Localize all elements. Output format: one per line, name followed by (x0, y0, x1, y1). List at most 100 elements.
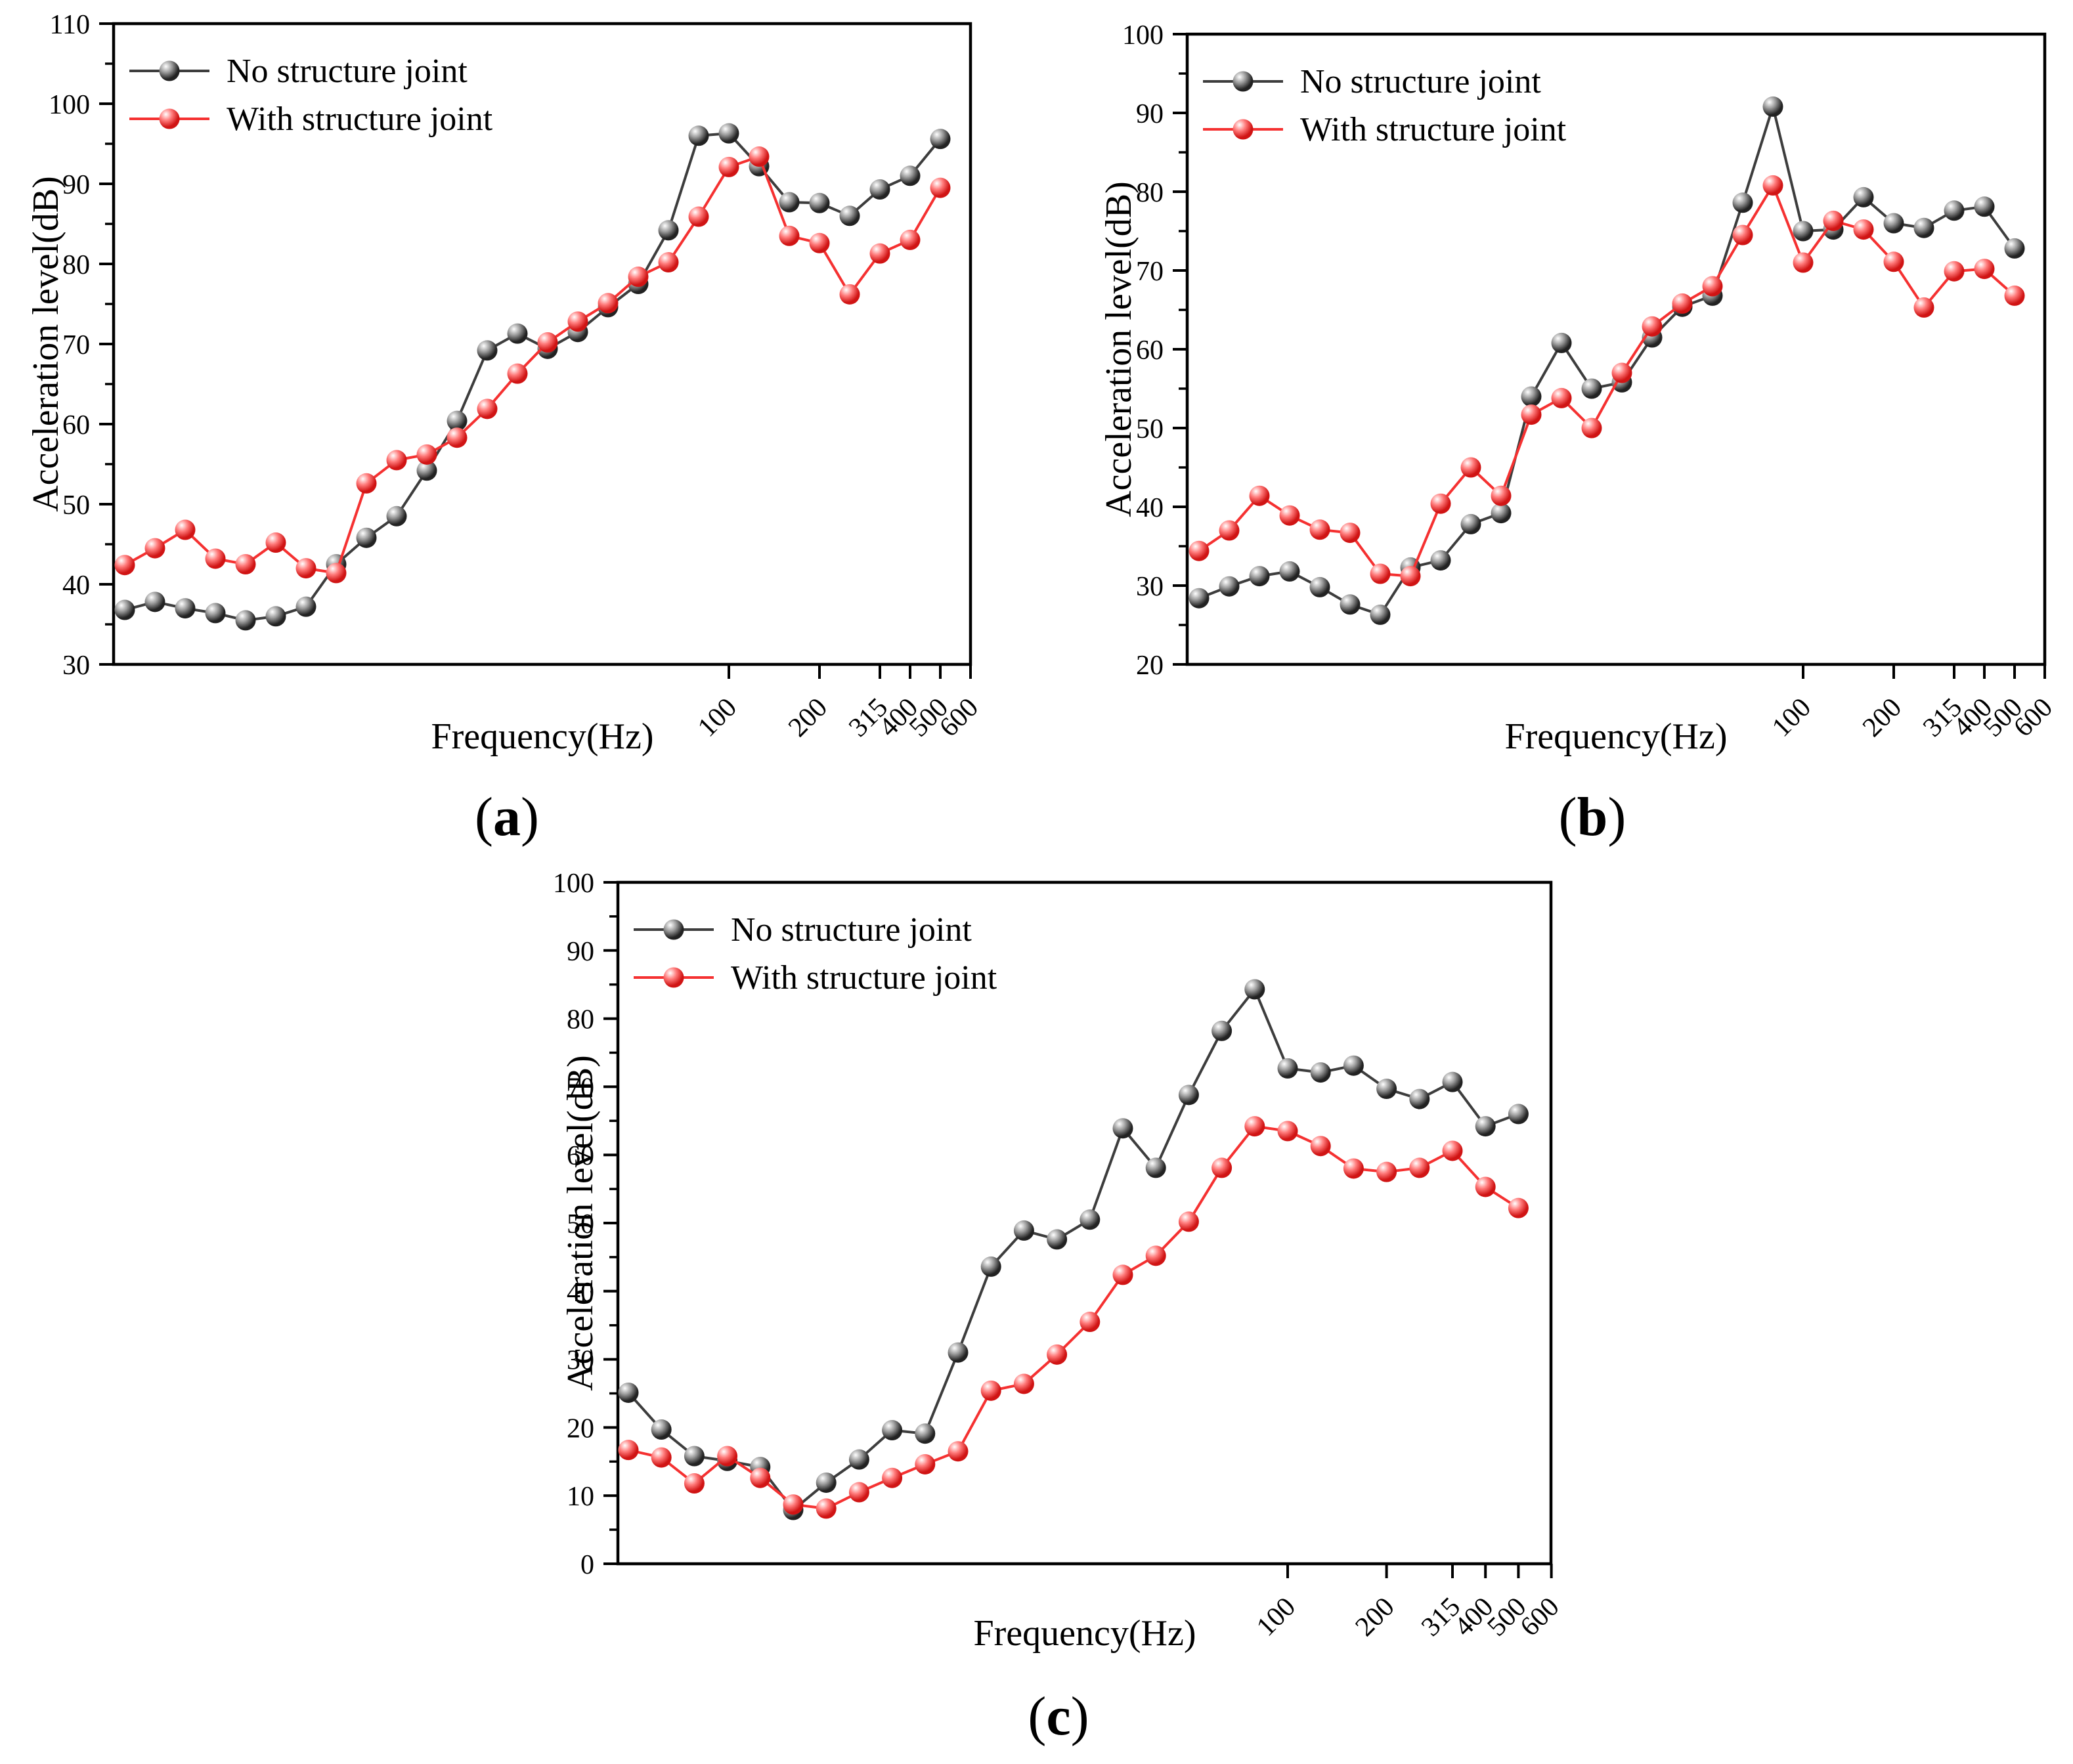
y-tick-label: 100 (49, 90, 90, 120)
data-point-marker (1340, 523, 1361, 544)
data-point-marker (1277, 1121, 1298, 1142)
data-point-marker (980, 1380, 1001, 1401)
y-tick-label: 70 (1136, 257, 1164, 287)
data-point-marker (1343, 1158, 1364, 1179)
data-point-marker (651, 1447, 672, 1468)
data-point-marker (1974, 196, 1995, 217)
y-tick-label: 80 (567, 1005, 594, 1035)
data-point-marker (1244, 1116, 1265, 1137)
data-point-marker (1442, 1140, 1463, 1161)
data-point-marker (1013, 1373, 1034, 1394)
data-point-marker (507, 363, 528, 384)
legend-marker-icon (663, 967, 684, 988)
data-point-marker (265, 532, 286, 553)
y-tick-label: 70 (567, 1073, 594, 1103)
data-point-marker (1279, 561, 1300, 582)
data-point-marker (839, 284, 860, 305)
data-point-marker (1340, 594, 1361, 615)
data-point-marker (1883, 251, 1904, 272)
data-point-marker (1762, 96, 1783, 117)
data-point-marker (1430, 493, 1451, 514)
data-point-marker (658, 220, 679, 241)
y-tick-label: 60 (1136, 335, 1164, 366)
y-tick-label: 60 (567, 1141, 594, 1171)
data-point-marker (1279, 505, 1300, 526)
data-point-marker (1793, 252, 1814, 273)
data-point-marker (688, 206, 709, 227)
data-point-marker (809, 192, 830, 213)
data-point-marker (175, 598, 196, 619)
data-point-marker (1581, 418, 1602, 439)
series-line (124, 155, 942, 574)
y-tick-label: 90 (1136, 99, 1164, 129)
data-point-marker (295, 596, 316, 617)
data-point-marker (114, 599, 135, 620)
legend-marker-icon (663, 919, 684, 940)
data-point-marker (948, 1342, 969, 1363)
data-point-marker (1551, 387, 1572, 408)
data-point-marker (1047, 1344, 1068, 1365)
data-point-marker (1521, 386, 1542, 407)
y-tick-label: 100 (553, 869, 594, 899)
data-point-marker (717, 1446, 738, 1467)
data-point-marker (688, 125, 709, 146)
series-with_joint (1189, 175, 2025, 587)
legend-marker-icon (1233, 119, 1254, 140)
data-point-marker (915, 1423, 936, 1444)
data-point-marker (900, 165, 921, 186)
data-point-marker (658, 252, 679, 273)
series-line (627, 987, 1519, 1511)
legend-label: No structure joint (731, 911, 972, 949)
data-point-marker (1974, 259, 1995, 280)
data-point-marker (416, 460, 437, 481)
data-point-marker (326, 563, 347, 584)
data-point-marker (1370, 604, 1391, 625)
data-point-marker (1219, 520, 1240, 541)
data-point-marker (1762, 175, 1783, 196)
x-axis-label: Frequency(Hz) (1505, 716, 1728, 757)
y-tick-label: 100 (1122, 20, 1164, 51)
data-point-marker (1376, 1079, 1397, 1100)
subfigure-caption: (a) (475, 786, 539, 848)
series-line (1198, 184, 2016, 578)
data-point-marker (1343, 1055, 1364, 1076)
data-point-marker (882, 1420, 903, 1441)
y-tick-label: 80 (1136, 178, 1164, 208)
data-point-marker (1913, 217, 1934, 238)
data-point-marker (684, 1446, 705, 1467)
legend-marker-icon (159, 108, 180, 129)
data-point-marker (809, 232, 830, 253)
data-point-marker (1013, 1220, 1034, 1241)
data-point-marker (144, 538, 165, 559)
y-tick-label: 50 (1136, 414, 1164, 444)
data-point-marker (598, 293, 619, 314)
y-tick-label: 90 (62, 170, 90, 200)
data-point-marker (1370, 563, 1391, 584)
legend: No structure joint With structure joint (634, 911, 997, 997)
subfigure-caption: (b) (1559, 786, 1626, 848)
data-point-marker (537, 332, 558, 353)
series-line (124, 132, 942, 622)
y-tick-label: 60 (62, 410, 90, 441)
data-point-marker (386, 450, 407, 471)
legend-label: With structure joint (731, 959, 997, 997)
data-point-marker (930, 129, 951, 150)
data-point-marker (882, 1467, 903, 1488)
data-point-marker (1376, 1161, 1397, 1182)
data-point-marker (1672, 293, 1693, 314)
data-point-marker (1508, 1104, 1529, 1125)
x-axis-label: Frequency(Hz) (974, 1613, 1196, 1654)
data-point-marker (750, 1467, 771, 1488)
series-with_joint (114, 146, 951, 584)
data-point-marker (1112, 1118, 1133, 1139)
data-point-marker (1310, 1062, 1331, 1083)
data-point-marker (1189, 588, 1210, 609)
data-point-marker (1460, 513, 1481, 534)
data-point-marker (1581, 378, 1602, 399)
data-point-marker (749, 146, 770, 167)
y-tick-label: 40 (567, 1278, 594, 1308)
data-point-marker (1400, 566, 1421, 587)
data-point-marker (915, 1453, 936, 1474)
y-tick-label: 20 (567, 1413, 594, 1444)
